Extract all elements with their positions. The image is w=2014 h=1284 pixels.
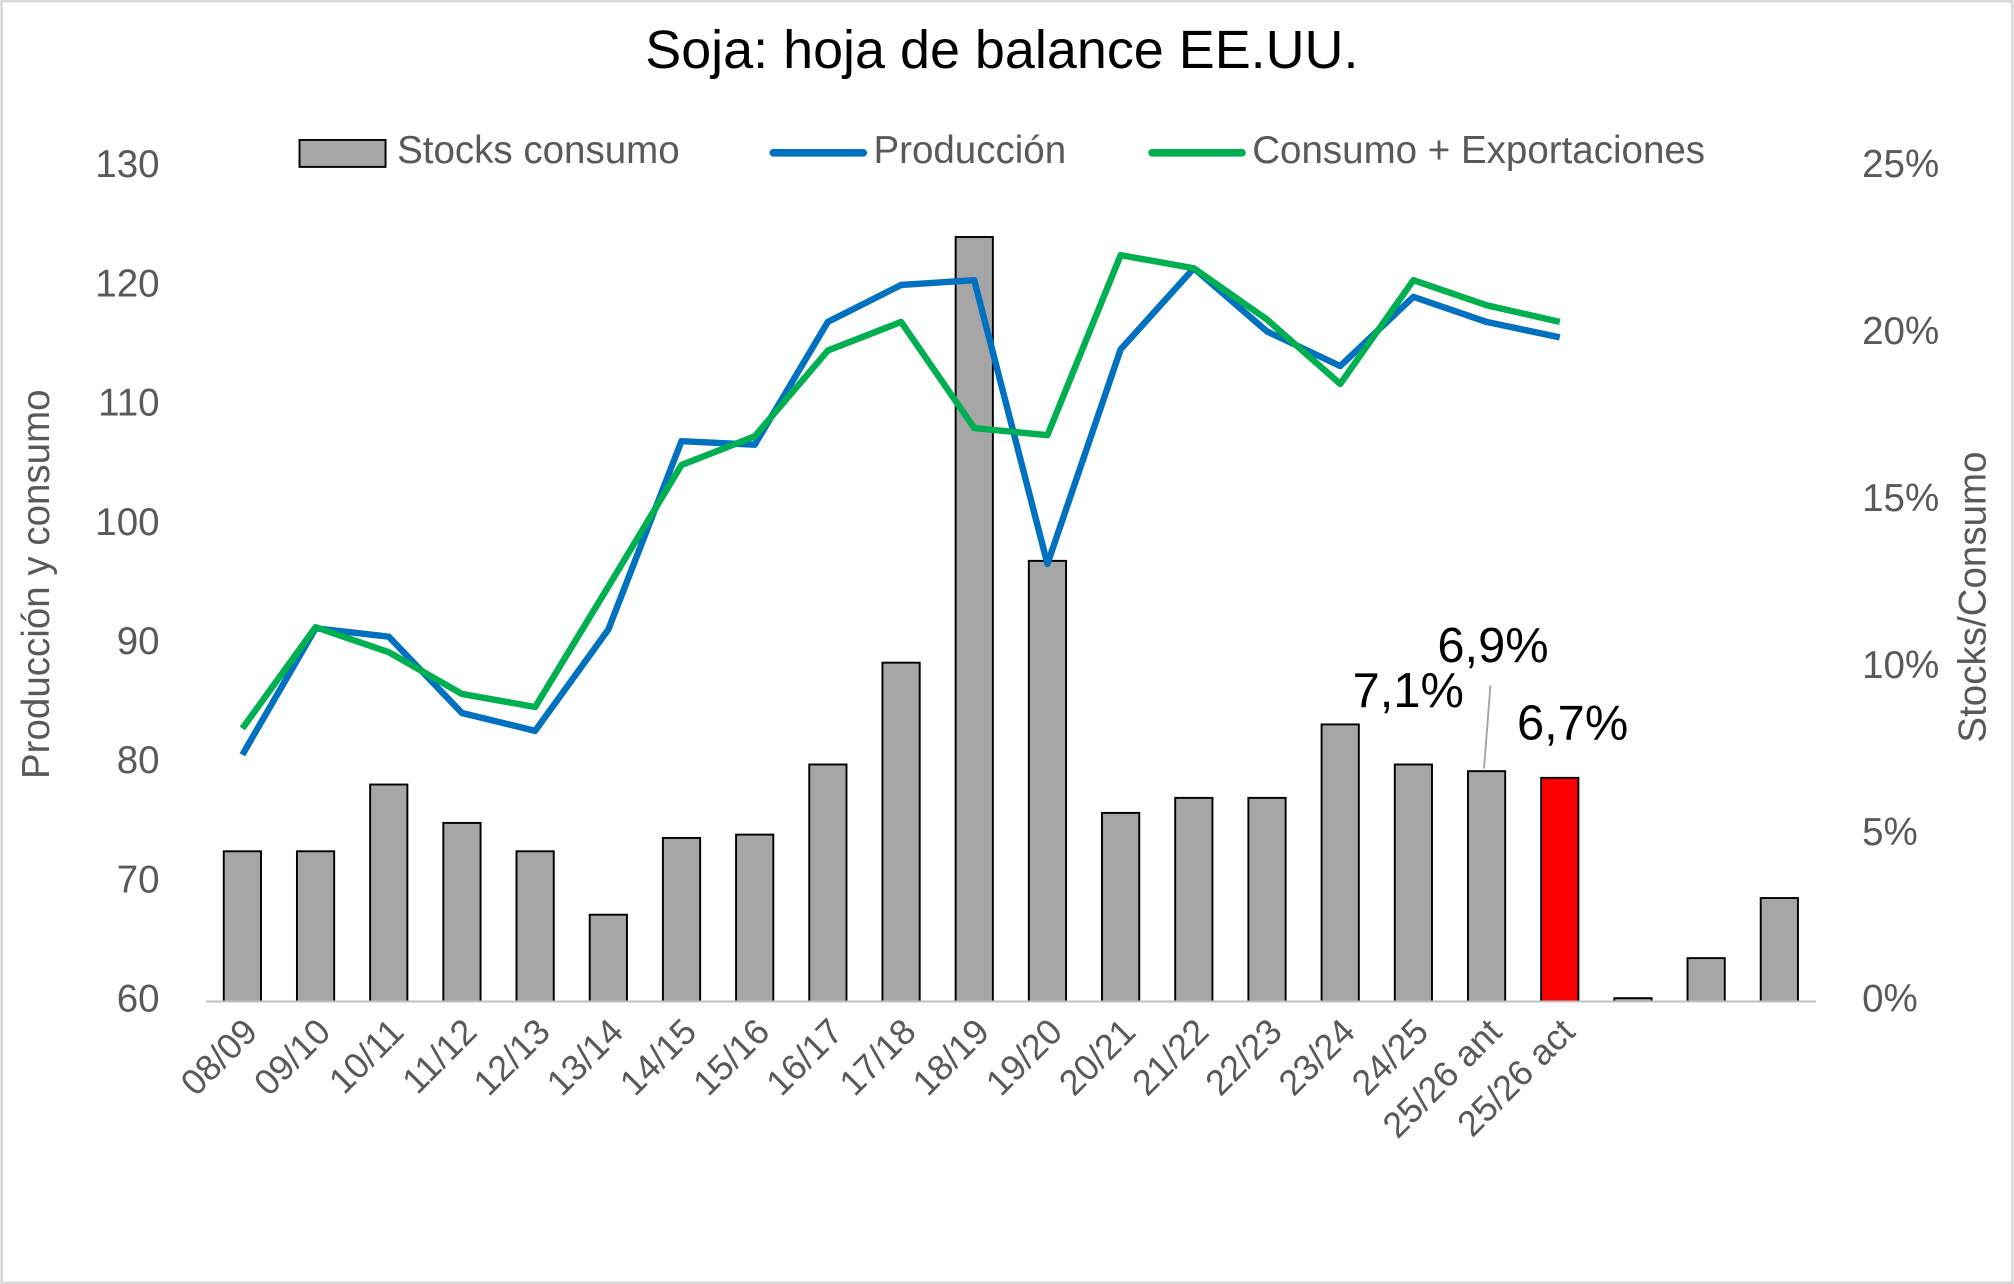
bar xyxy=(1393,763,1433,1003)
bar xyxy=(1027,559,1068,1003)
legend-label: Producción xyxy=(873,129,1066,172)
y-tick-label: 90 xyxy=(117,620,160,663)
y-tick-label: 100 xyxy=(95,501,159,544)
bar xyxy=(295,850,336,1003)
legend-swatch xyxy=(298,138,387,168)
data-label: 6,7% xyxy=(1517,696,1628,750)
chart-title: Soja: hoja de balance EE.UU. xyxy=(645,20,1358,80)
bar xyxy=(1686,957,1726,1003)
line xyxy=(239,251,1561,731)
bar xyxy=(661,836,702,1003)
y-tick-label: 120 xyxy=(95,262,159,305)
bar xyxy=(808,763,848,1003)
bar xyxy=(222,850,262,1003)
y2-axis-title: Stocks/Consumo xyxy=(1951,451,1994,742)
y-tick-label: 110 xyxy=(98,382,159,425)
y-axis-title: Producción y consumo xyxy=(15,389,58,779)
data-label: 6,9% xyxy=(1437,619,1548,673)
y2-tick-label: 20% xyxy=(1862,310,1939,353)
legend-label: Consumo + Exportaciones xyxy=(1252,129,1705,172)
y-tick-label: 80 xyxy=(117,739,160,782)
y2-tick-label: 10% xyxy=(1862,644,1939,687)
bar xyxy=(1101,811,1141,1003)
bar xyxy=(1759,897,1799,1003)
bar xyxy=(1320,723,1360,1003)
bar xyxy=(442,821,482,1003)
y2-tick-label: 0% xyxy=(1862,978,1918,1021)
y2-tick-label: 5% xyxy=(1862,811,1918,854)
y-tick-label: 60 xyxy=(117,978,160,1021)
bar xyxy=(1174,796,1214,1003)
bar xyxy=(954,236,994,1003)
y-tick-label: 70 xyxy=(117,858,160,901)
y-tick-label: 130 xyxy=(95,143,159,186)
bar xyxy=(1247,796,1287,1003)
bar xyxy=(515,850,555,1003)
bar xyxy=(369,783,409,1003)
legend-label: Stocks consumo xyxy=(397,129,680,172)
leader-line xyxy=(1483,685,1492,769)
y2-tick-label: 25% xyxy=(1862,143,1939,186)
bar xyxy=(1540,776,1580,1003)
bar xyxy=(881,661,921,1003)
line xyxy=(239,265,1561,757)
data-label: 7,1% xyxy=(1353,664,1464,718)
y2-tick-label: 15% xyxy=(1862,477,1939,520)
bar xyxy=(735,833,775,1003)
bar xyxy=(1466,770,1507,1003)
bar xyxy=(588,913,628,1003)
